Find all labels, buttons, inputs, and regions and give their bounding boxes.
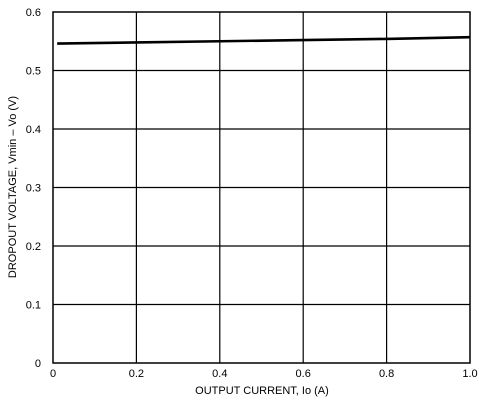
- plot-frame: [52, 11, 471, 364]
- y-tick-label: 0.6: [26, 7, 41, 19]
- x-tick-labels: 0 0.2 0.4 0.6 0.8 1.0: [50, 368, 478, 380]
- y-tick-label: 0: [35, 358, 41, 370]
- y-tick-label: 0.2: [26, 241, 41, 253]
- x-tick-label: 0: [50, 368, 56, 380]
- grid-layer: [53, 12, 470, 363]
- x-tick-label: 0.8: [379, 368, 394, 380]
- x-axis-title: OUTPUT CURRENT, Io (A): [195, 385, 329, 397]
- y-tick-label: 0.5: [26, 66, 41, 78]
- x-tick-label: 0.4: [212, 368, 227, 380]
- plot-frame-layer: [52, 11, 471, 364]
- y-tick-labels: 0 0.1 0.2 0.3 0.4 0.5 0.6: [26, 7, 41, 370]
- x-tick-label: 0.2: [129, 368, 144, 380]
- series-layer: [57, 35, 471, 45]
- y-tick-label: 0.3: [26, 183, 41, 195]
- x-tick-label: 1.0: [462, 368, 477, 380]
- y-axis-title: DROPOUT VOLTAGE, Vmin – Vo (V): [7, 96, 19, 278]
- dropout-voltage-line: [57, 35, 471, 45]
- y-tick-label: 0.1: [26, 300, 41, 312]
- x-tick-label: 0.6: [296, 368, 311, 380]
- y-tick-label: 0.4: [26, 124, 41, 136]
